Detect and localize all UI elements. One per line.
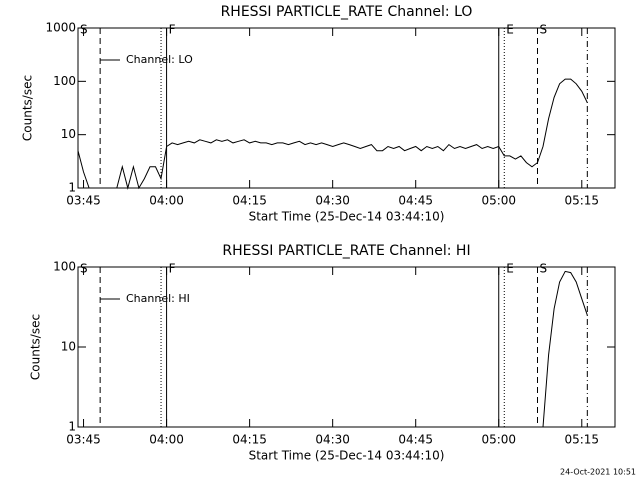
chart-title: RHESSI PARTICLE_RATE Channel: HI: [222, 243, 470, 259]
x-tick-label: 05:15: [564, 433, 599, 447]
marker-label: S: [539, 23, 547, 37]
marker-label: S: [539, 262, 547, 276]
x-tick-label: 03:45: [66, 194, 101, 208]
x-tick-label: 04:30: [315, 433, 350, 447]
marker-label: E: [506, 262, 514, 276]
marker-label: F: [169, 23, 176, 37]
marker-label: F: [169, 262, 176, 276]
data-line: [542, 270, 588, 428]
x-tick-label: 03:45: [66, 433, 101, 447]
chart-title: RHESSI PARTICLE_RATE Channel: LO: [221, 4, 473, 20]
legend-label: Channel: HI: [126, 292, 190, 305]
y-axis-label: Counts/sec: [29, 314, 43, 380]
x-tick-label: 04:45: [398, 433, 433, 447]
x-tick-label: 04:45: [398, 194, 433, 208]
x-tick-label: 05:00: [481, 433, 516, 447]
y-tick-label: 10: [61, 127, 76, 141]
x-tick-label: 04:15: [232, 194, 267, 208]
timestamp: 24-Oct-2021 10:51: [560, 468, 636, 477]
x-tick-label: 04:30: [315, 194, 350, 208]
x-tick-label: 05:15: [564, 194, 599, 208]
marker-label: S: [80, 23, 88, 37]
plot-frame: [77, 27, 616, 189]
x-tick-label: 04:00: [149, 194, 184, 208]
y-tick-label: 1: [68, 420, 76, 434]
marker-label: E: [506, 23, 514, 37]
y-tick-label: 100: [53, 74, 76, 88]
y-tick-label: 1000: [45, 21, 76, 35]
y-tick-label: 100: [53, 260, 76, 274]
data-line: [77, 78, 588, 190]
x-tick-label: 04:00: [149, 433, 184, 447]
y-axis-label: Counts/sec: [21, 75, 35, 141]
x-tick-label: 04:15: [232, 433, 267, 447]
y-tick-label: 10: [61, 340, 76, 354]
x-tick-label: 05:00: [481, 194, 516, 208]
y-tick-label: 1: [68, 181, 76, 195]
x-axis-label: Start Time (25-Dec-14 03:44:10): [249, 210, 445, 224]
x-axis-label: Start Time (25-Dec-14 03:44:10): [249, 449, 445, 463]
marker-label: S: [80, 262, 88, 276]
legend-label: Channel: LO: [126, 53, 193, 66]
